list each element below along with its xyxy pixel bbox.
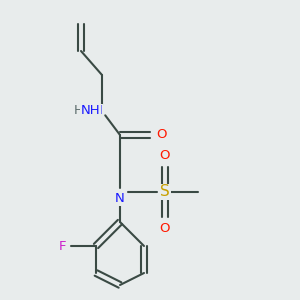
Text: NH: NH [81,104,100,118]
Text: N: N [92,104,102,118]
Text: O: O [156,128,166,142]
Text: H: H [74,104,84,118]
Text: F: F [58,239,66,253]
Text: S: S [160,184,170,200]
Text: N: N [115,192,125,205]
Text: O: O [160,149,170,162]
Text: O: O [160,222,170,235]
